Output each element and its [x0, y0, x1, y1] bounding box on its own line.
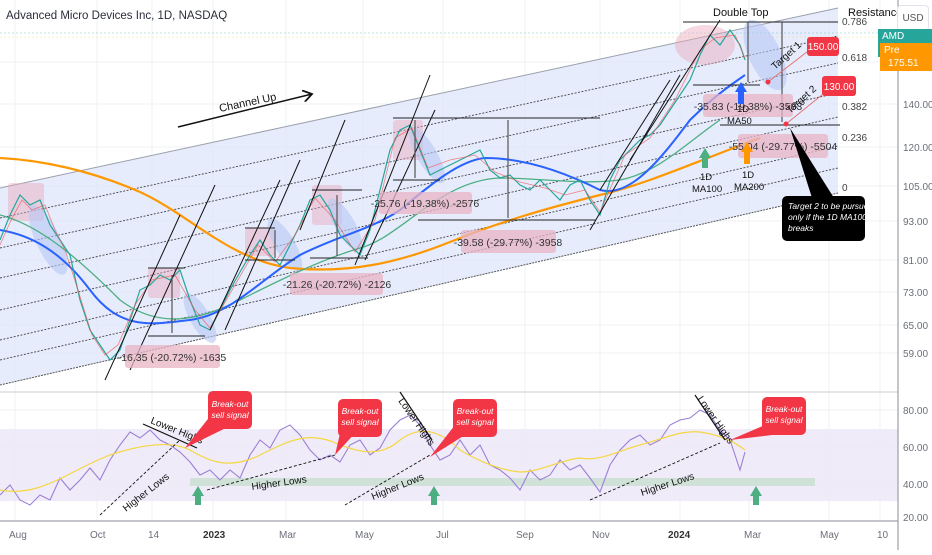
svg-text:0.382: 0.382	[842, 102, 867, 113]
amd-tag-label: AMD	[882, 31, 905, 42]
svg-text:140.00: 140.00	[903, 100, 932, 111]
svg-text:May: May	[355, 530, 374, 541]
svg-text:59.00: 59.00	[903, 349, 928, 360]
svg-text:130.00: 130.00	[824, 82, 855, 93]
svg-text:10: 10	[877, 530, 889, 541]
svg-text:0: 0	[842, 183, 848, 194]
svg-text:only if the 1D MA100: only if the 1D MA100	[788, 212, 867, 222]
svg-text:MA200: MA200	[734, 182, 764, 193]
svg-text:-39.58 (-29.77%) -3958: -39.58 (-29.77%) -3958	[454, 237, 563, 249]
svg-text:0.618: 0.618	[842, 53, 867, 64]
svg-text:Sep: Sep	[516, 530, 534, 541]
svg-text:sell signal: sell signal	[211, 410, 249, 420]
pre-tag-value: 175.51	[888, 58, 919, 69]
svg-text:60.00: 60.00	[903, 443, 928, 454]
svg-text:1D: 1D	[737, 104, 749, 115]
svg-text:Channel Up: Channel Up	[218, 91, 277, 115]
svg-text:2024: 2024	[668, 530, 691, 541]
svg-text:150.00: 150.00	[808, 42, 839, 53]
svg-text:sell signal: sell signal	[765, 415, 803, 425]
resistance-1-label: Resistance 1	[848, 7, 912, 19]
breakout-callout-4: Break-out sell signal	[730, 397, 806, 440]
svg-text:40.00: 40.00	[903, 480, 928, 491]
svg-text:2023: 2023	[203, 530, 226, 541]
svg-text:Break-out: Break-out	[212, 399, 249, 409]
fib-lines	[0, 35, 839, 361]
svg-text:sell signal: sell signal	[341, 417, 379, 427]
svg-text:0.236: 0.236	[842, 133, 867, 144]
svg-text:14: 14	[148, 530, 160, 541]
svg-text:breaks: breaks	[788, 223, 814, 233]
price-axis: 160.00 140.00 120.00 105.00 93.00 81.00 …	[903, 59, 932, 360]
svg-text:Mar: Mar	[744, 530, 762, 541]
rsi-line	[0, 409, 746, 506]
svg-text:May: May	[820, 530, 839, 541]
breakout-callout-1: Break-out sell signal	[185, 391, 252, 448]
svg-text:93.00: 93.00	[903, 217, 928, 228]
svg-text:-21.26 (-20.72%) -2126: -21.26 (-20.72%) -2126	[283, 279, 392, 291]
pre-price-tag: Pre 175.51	[880, 43, 932, 71]
svg-text:105.00: 105.00	[903, 182, 932, 193]
svg-text:-55.04 (-29.77%) -5504: -55.04 (-29.77%) -5504	[729, 141, 838, 153]
rsi-ma-line	[0, 430, 746, 492]
channel-up-annotation: Channel Up	[177, 91, 312, 128]
svg-text:1D: 1D	[742, 170, 754, 181]
svg-text:20.00: 20.00	[903, 513, 928, 524]
svg-text:Aug: Aug	[9, 530, 27, 541]
svg-text:Mar: Mar	[279, 530, 297, 541]
measure-arrows	[171, 22, 783, 333]
rsi-support-zone	[190, 478, 815, 486]
svg-text:-16.35 (-20.72%) -1635: -16.35 (-20.72%) -1635	[118, 352, 227, 364]
svg-text:Nov: Nov	[592, 530, 610, 541]
chart-title: Advanced Micro Devices Inc, 1D, NASDAQ	[6, 10, 228, 22]
svg-text:sell signal: sell signal	[456, 417, 494, 427]
note-callout: Target 2 to be pursued only if the 1D MA…	[782, 128, 873, 241]
svg-text:Jul: Jul	[436, 530, 449, 541]
rsi-axis: 80.00 60.00 40.00 20.00	[903, 406, 928, 524]
rsi-green-arrows	[192, 486, 762, 505]
svg-text:Break-out: Break-out	[457, 406, 494, 416]
svg-text:Oct: Oct	[90, 530, 106, 541]
rsi-trendlines	[99, 391, 726, 516]
svg-text:Break-out: Break-out	[342, 406, 379, 416]
svg-text:81.00: 81.00	[903, 256, 928, 267]
svg-text:1D: 1D	[700, 172, 712, 183]
svg-text:-35.83 (-19.38%) -3583: -35.83 (-19.38%) -3583	[694, 101, 803, 113]
time-axis: Aug Oct 14 2023 Mar May Jul Sep Nov 2024…	[9, 530, 889, 541]
svg-text:Target 2 to be pursued: Target 2 to be pursued	[788, 201, 873, 211]
fib-labels: 0.786 0.618 0.382 0.236 0	[842, 17, 867, 194]
ma100-line	[0, 119, 721, 320]
svg-text:MA50: MA50	[727, 116, 752, 127]
svg-text:Break-out: Break-out	[766, 404, 803, 414]
measure-lines	[148, 21, 840, 337]
breakout-callout-2: Break-out sell signal	[335, 399, 382, 455]
svg-text:65.00: 65.00	[903, 321, 928, 332]
svg-text:MA100: MA100	[692, 184, 722, 195]
double-top-label: Double Top	[713, 7, 768, 19]
breakout-callout-3: Break-out sell signal	[430, 399, 497, 457]
svg-text:-25.76 (-19.38%) -2576: -25.76 (-19.38%) -2576	[371, 198, 480, 210]
leg-lines	[104, 19, 721, 381]
currency-button[interactable]: USD	[897, 5, 929, 31]
svg-text:0.786: 0.786	[842, 17, 867, 28]
measure-labels: -16.35 (-20.72%) -1635 -21.26 (-20.72%) …	[118, 94, 838, 368]
pre-tag-label: Pre	[884, 45, 900, 56]
svg-text:80.00: 80.00	[903, 406, 928, 417]
svg-text:120.00: 120.00	[903, 143, 932, 154]
svg-text:73.00: 73.00	[903, 288, 928, 299]
